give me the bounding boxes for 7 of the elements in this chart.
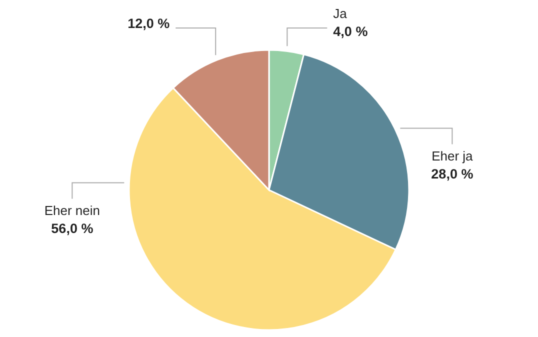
data-label: 56,0 % xyxy=(51,220,94,236)
slice-label: Ja xyxy=(333,6,348,21)
data-label: 4,0 % xyxy=(333,24,368,39)
slice-label: Eher ja xyxy=(432,148,474,164)
slice-label: Eher nein xyxy=(44,202,100,218)
data-label: 12,0 % xyxy=(128,16,170,31)
data-label: 28,0 % xyxy=(431,166,474,182)
